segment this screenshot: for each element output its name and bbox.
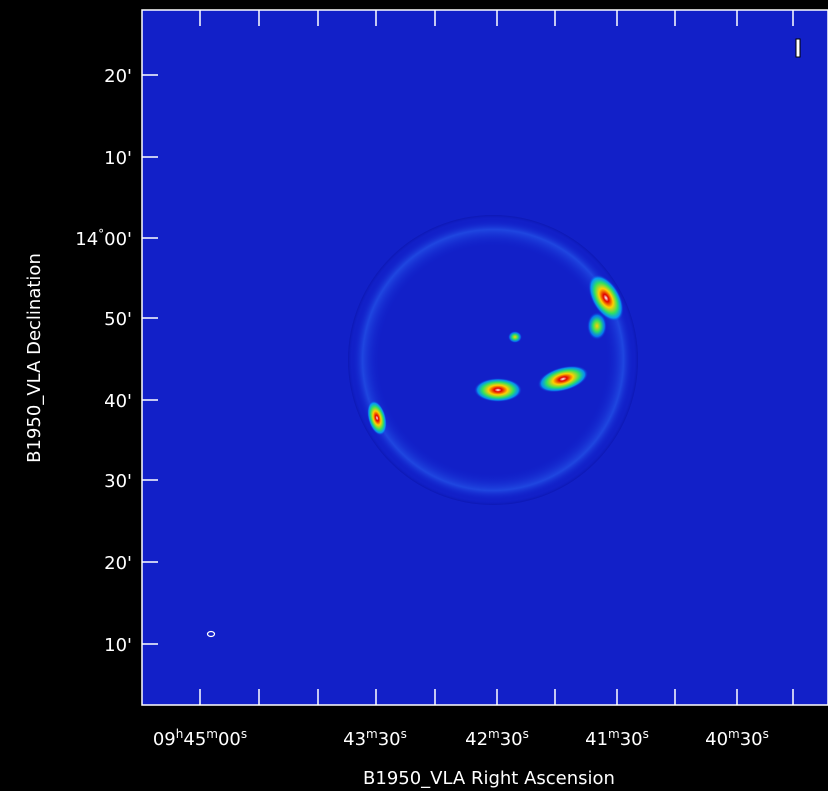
y-tick-label: 10' bbox=[104, 635, 132, 656]
tick-label-part: 3 bbox=[500, 729, 511, 750]
tick-label-part: m bbox=[608, 727, 620, 741]
y-tick-label: 40' bbox=[104, 391, 132, 412]
tick-label-part: 0 bbox=[116, 391, 127, 412]
tick-label-part: 0 bbox=[116, 553, 127, 574]
tick-label-part: ' bbox=[127, 553, 132, 574]
tick-label-part: 0 bbox=[116, 309, 127, 330]
tick-label-part: 4 bbox=[705, 729, 716, 750]
tick-label-part: 1 bbox=[75, 229, 86, 250]
y-tick-label: 10' bbox=[104, 148, 132, 169]
tick-label-part: ' bbox=[127, 635, 132, 656]
tick-label-part: 0 bbox=[229, 729, 240, 750]
tick-label-part: m bbox=[366, 727, 378, 741]
y-tick-label: 20' bbox=[104, 553, 132, 574]
tick-label-part: 3 bbox=[355, 729, 366, 750]
tick-label-part: 1 bbox=[104, 148, 115, 169]
x-tick-label: 43m30s bbox=[343, 727, 407, 750]
tick-label-part: 5 bbox=[195, 729, 206, 750]
tick-label-part: 4 bbox=[183, 729, 194, 750]
tick-label-part: 3 bbox=[378, 729, 389, 750]
tick-label-part: 2 bbox=[477, 729, 488, 750]
tick-label-part: 5 bbox=[104, 309, 115, 330]
tick-label-part: 0 bbox=[153, 729, 164, 750]
tick-label-part: ' bbox=[127, 229, 132, 250]
tick-label-part: 0 bbox=[389, 729, 400, 750]
tick-label-part: 0 bbox=[717, 729, 728, 750]
tick-label-part: ' bbox=[127, 471, 132, 492]
tick-label-part: s bbox=[241, 727, 247, 741]
tick-label-part: s bbox=[523, 727, 529, 741]
tick-label-part: 1 bbox=[597, 729, 608, 750]
tick-label-part: 4 bbox=[585, 729, 596, 750]
tick-label-part: 0 bbox=[116, 471, 127, 492]
tick-label-part: ' bbox=[127, 66, 132, 87]
tick-label-part: 0 bbox=[116, 66, 127, 87]
x-tick-label: 42m30s bbox=[465, 727, 529, 750]
tick-label-part: 0 bbox=[116, 229, 127, 250]
image bbox=[142, 10, 828, 705]
tick-label-part: 1 bbox=[104, 635, 115, 656]
x-tick-label: 40m30s bbox=[705, 727, 769, 750]
tick-label-part: ' bbox=[127, 148, 132, 169]
tick-label-part: 3 bbox=[740, 729, 751, 750]
tick-label-part: m bbox=[206, 727, 218, 741]
y-tick-label: 14°00' bbox=[75, 227, 132, 250]
x-tick-label: 41m30s bbox=[585, 727, 649, 750]
tick-label-part: 4 bbox=[104, 391, 115, 412]
tick-label-part: 3 bbox=[620, 729, 631, 750]
y-tick-label: 20' bbox=[104, 66, 132, 87]
tick-label-part: 0 bbox=[511, 729, 522, 750]
tick-label-part: 9 bbox=[164, 729, 175, 750]
tick-label-part: 4 bbox=[465, 729, 476, 750]
y-axis-label: B1950_VLA Declination bbox=[24, 253, 45, 463]
tick-label-part: 4 bbox=[87, 229, 98, 250]
tick-label-part: m bbox=[488, 727, 500, 741]
tick-label-part: 0 bbox=[751, 729, 762, 750]
tick-label-part: s bbox=[763, 727, 769, 741]
tick-label-part: ' bbox=[127, 391, 132, 412]
y-tick-label: 30' bbox=[104, 471, 132, 492]
tick-label-part: 3 bbox=[104, 471, 115, 492]
radio-image-plot: 09h45m00s 43m30s 42m30s 41m30s 40m30s 20… bbox=[0, 0, 828, 791]
x-axis-label: B1950_VLA Right Ascension bbox=[363, 768, 615, 789]
tick-label-part: 0 bbox=[116, 635, 127, 656]
tick-label-part: 0 bbox=[218, 729, 229, 750]
tick-label-part: 0 bbox=[631, 729, 642, 750]
tick-label-part: m bbox=[728, 727, 740, 741]
x-tick-label: 09h45m00s bbox=[153, 727, 247, 750]
tick-label-part: s bbox=[401, 727, 407, 741]
tick-label-part: 0 bbox=[116, 148, 127, 169]
tick-label-part: 4 bbox=[343, 729, 354, 750]
tick-label-part: s bbox=[643, 727, 649, 741]
tick-label-part: ' bbox=[127, 309, 132, 330]
tick-label-part: 2 bbox=[104, 553, 115, 574]
y-tick-label: 50' bbox=[104, 309, 132, 330]
tick-label-part: 2 bbox=[104, 66, 115, 87]
tick-label-part: h bbox=[176, 727, 184, 741]
tick-label-part: 0 bbox=[104, 229, 115, 250]
